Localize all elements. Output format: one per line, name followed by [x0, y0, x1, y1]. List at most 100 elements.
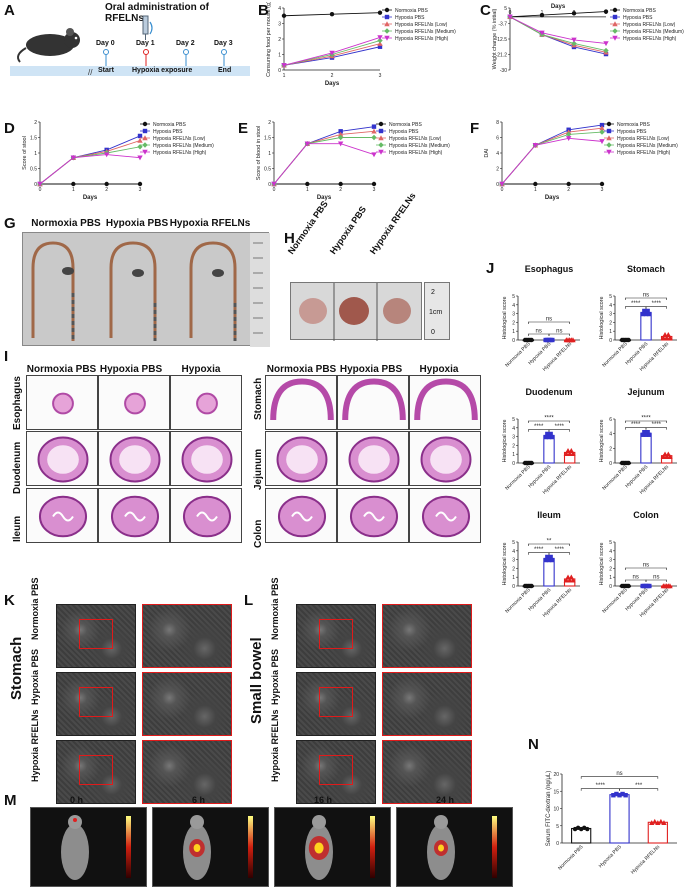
lumen [191, 445, 223, 474]
tissue-section [124, 392, 146, 415]
series-line [273, 130, 375, 185]
i-label-duodenum: Duodenum [12, 441, 23, 494]
data-point [304, 141, 311, 147]
legend-label: Hypoxia RFELNs (Low) [623, 22, 676, 28]
data-point [623, 793, 628, 798]
data-point [371, 128, 377, 134]
legend-label: Normoxia PBS [389, 122, 422, 128]
histology-score-chart-colon: Colon 0 1 2 3 4 5 Histological score Normoxia PB… [599, 510, 677, 619]
l-row-hypoxia: Hypoxia PBS [270, 648, 280, 705]
legend-label: Hypoxia PBS [153, 129, 183, 135]
panel-label-c: C [480, 2, 491, 19]
y-tick-label: 0 [268, 182, 271, 188]
x-tick-label: 1 [283, 73, 286, 79]
fluorescence-core [438, 844, 444, 852]
data-point [137, 181, 143, 187]
legend-label: Hypoxia PBS [389, 129, 419, 135]
legend-label: Hypoxia RFELNs (High) [395, 36, 449, 42]
y-tick-label: 2 [609, 446, 612, 452]
legend-label: Hypoxia RFELNs (High) [623, 36, 677, 42]
data-point [550, 337, 555, 343]
data-point [499, 181, 505, 187]
histology-score-chart-jejunum: Jejunum 0 2 4 6 Histological score Normoxia PB… [599, 387, 677, 496]
ivis-time-label: 24 h [436, 795, 455, 805]
panel-label-l: L [244, 592, 254, 609]
syringe-icon [142, 15, 153, 40]
ivis-time-label: 6 h [192, 795, 206, 805]
y-tick-label: 1.5 [30, 136, 37, 142]
y-tick-label: 2 [609, 566, 612, 572]
panel-label-n: N [528, 736, 539, 753]
k-row-hypoxia: Hypoxia PBS [30, 648, 40, 705]
legend-marker [606, 121, 612, 127]
y-tick-label: 4 [609, 303, 612, 309]
x-axis-label: Days [317, 195, 332, 201]
data-point [371, 181, 377, 187]
histology-score-chart-duodenum: Duodenum 0 1 2 3 4 5 Histological score Normoxia… [502, 387, 580, 496]
y-tick-label: 1 [512, 575, 515, 581]
sig-label: ns [632, 575, 638, 581]
x-tick-label: 3 [373, 187, 376, 193]
y-tick-label: 2 [512, 566, 515, 572]
data-point [647, 583, 652, 589]
legend-label: Normoxia PBS [623, 8, 656, 14]
histology-left-r0-c1 [98, 375, 170, 430]
stomach-tem-overview-1 [56, 672, 136, 736]
data-point [667, 583, 673, 589]
data-point [599, 129, 605, 135]
data-point [626, 460, 631, 466]
stomach-tem-overview-2 [56, 740, 136, 804]
legend-label: Hypoxia RFELNs (Medium) [389, 143, 450, 149]
chart-title: Colon [633, 510, 659, 520]
y-tick-label: -21.2 [496, 53, 508, 59]
ivis-image-2 [274, 807, 391, 887]
legend-marker [606, 142, 612, 148]
data-point [539, 30, 545, 36]
series-line [501, 124, 603, 185]
ruler-2: 2 [431, 289, 435, 296]
data-point [652, 818, 658, 824]
lumen [430, 445, 462, 474]
legend-marker [142, 142, 148, 148]
mouse-timeline-svg: // [10, 15, 250, 77]
legend-label: Hypoxia RFELNs (Medium) [623, 29, 684, 35]
panel-label-b: B [258, 2, 269, 19]
data-point [667, 454, 673, 459]
chart-title: Ileum [537, 510, 561, 520]
tissue-section [52, 392, 74, 415]
l-row-rfelns: Hypoxia RFELNs [270, 709, 280, 782]
y-tick-label: 1 [609, 575, 612, 581]
y-tick-label: 4 [512, 549, 515, 555]
y-tick-label: 4 [609, 549, 612, 555]
y-tick-label: -12.5 [496, 37, 508, 43]
l-tissue-label: Small bowel [248, 637, 265, 724]
chart-title: Stomach [627, 264, 665, 274]
smallbowel-tem-overview-2 [296, 740, 376, 804]
data-point [377, 37, 383, 44]
data-point [281, 63, 287, 69]
y-tick-label: 1 [512, 329, 515, 335]
y-tick-label: 0 [609, 461, 612, 467]
x-tick-label: 2 [339, 187, 342, 193]
x-tick-label: 0 [501, 187, 504, 193]
hypoxia-exposure-label: Hypoxia exposure [132, 67, 193, 74]
lumen [286, 445, 318, 474]
sig-label: ns [643, 293, 649, 299]
data-point [377, 35, 383, 41]
tissue-section [270, 378, 334, 421]
data-point [642, 430, 647, 435]
data-point [550, 434, 555, 440]
y-tick-label: 15 [553, 789, 559, 795]
color-scale-bar [126, 816, 131, 878]
data-point [329, 50, 335, 56]
stomach-tem-zoom-2 [142, 740, 232, 804]
series-line [501, 137, 603, 185]
bar [640, 433, 652, 464]
mouse-icon [17, 28, 80, 63]
category-label: Normoxia PBS [504, 341, 532, 369]
sig-bracket [580, 776, 659, 779]
legend-marker [142, 135, 148, 141]
fluorescence-core [193, 844, 201, 852]
legend-marker [612, 21, 618, 27]
